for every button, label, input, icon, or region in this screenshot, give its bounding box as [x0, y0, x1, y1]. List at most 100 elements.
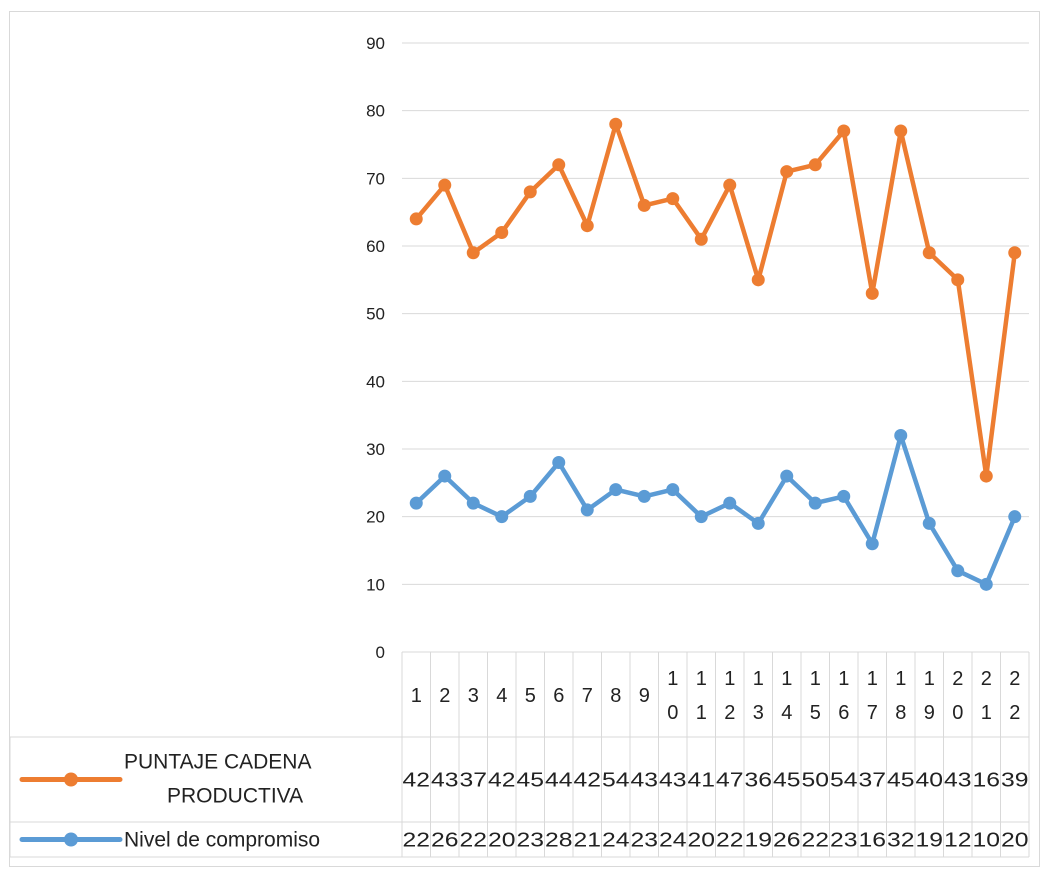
data-point: [837, 489, 851, 503]
table-value: 43: [659, 770, 687, 792]
table-value: 39: [1001, 770, 1029, 792]
data-point: [894, 124, 908, 138]
table-value: 21: [574, 830, 602, 852]
data-point: [495, 510, 509, 524]
series-line: [414, 121, 1018, 479]
x-category-label: 1: [411, 685, 422, 707]
data-point: [666, 483, 680, 497]
data-point: [523, 489, 537, 503]
table-value: 19: [745, 830, 773, 852]
table-value: 47: [716, 770, 744, 792]
data-point: [951, 564, 965, 578]
table-value: 24: [659, 830, 687, 852]
series-line: [414, 433, 1018, 587]
table-value: 45: [887, 770, 915, 792]
table-value: 22: [716, 830, 744, 852]
y-tick-label: 30: [366, 440, 385, 459]
data-point: [780, 469, 794, 483]
table-value: 43: [944, 770, 972, 792]
table-value: 50: [802, 770, 830, 792]
x-category-label: 4: [496, 685, 507, 707]
y-tick-label: 0: [376, 643, 385, 662]
table-value: 22: [802, 830, 830, 852]
table-value: 45: [517, 770, 545, 792]
data-point: [808, 158, 822, 172]
table-value: 12: [944, 830, 972, 852]
data-point: [580, 503, 594, 517]
data-point: [580, 219, 594, 233]
table-value: 20: [488, 830, 516, 852]
data-point: [979, 577, 993, 591]
table-value: 16: [859, 830, 887, 852]
table-value: 22: [403, 830, 431, 852]
x-category-label: 9: [639, 685, 650, 707]
table-value: 26: [773, 830, 801, 852]
table-value: 16: [973, 770, 1001, 792]
x-category-label: 8: [610, 685, 621, 707]
table-value: 37: [460, 770, 488, 792]
data-point: [979, 469, 993, 483]
data-point: [951, 273, 965, 287]
x-category-label: 5: [525, 685, 536, 707]
y-tick-label: 40: [366, 372, 385, 391]
table-value: 42: [488, 770, 516, 792]
legend-key-marker: [64, 832, 78, 847]
table-value: 36: [745, 770, 773, 792]
y-tick-label: 70: [366, 169, 385, 188]
data-point: [922, 246, 936, 260]
table-value: 42: [403, 770, 431, 792]
data-point: [894, 428, 908, 442]
x-category-label: 3: [468, 685, 479, 707]
table-value: 42: [574, 770, 602, 792]
table-value: 41: [688, 770, 716, 792]
y-tick-label: 60: [366, 237, 385, 256]
table-value: 23: [631, 830, 659, 852]
data-point: [751, 273, 765, 287]
legend-label: Nivel de compromiso: [124, 829, 320, 852]
x-category-label: 6: [553, 685, 564, 707]
table-value: 32: [887, 830, 915, 852]
y-tick-label: 10: [366, 575, 385, 594]
data-point: [409, 212, 423, 226]
table-value: 20: [688, 830, 716, 852]
legend-key-marker: [64, 772, 78, 787]
data-point: [922, 516, 936, 530]
table-value: 40: [916, 770, 944, 792]
table-value: 23: [830, 830, 858, 852]
table-value: 19: [916, 830, 944, 852]
table-value: 10: [973, 830, 1001, 852]
table-value: 23: [517, 830, 545, 852]
data-point: [409, 496, 423, 510]
data-point: [609, 117, 623, 131]
table-value: 22: [460, 830, 488, 852]
data-point: [609, 483, 623, 497]
data-point: [637, 489, 651, 503]
data-point: [780, 165, 794, 179]
table-value: 43: [431, 770, 459, 792]
data-point: [552, 158, 566, 172]
table-value: 24: [602, 830, 630, 852]
table-value: 43: [631, 770, 659, 792]
data-point: [1008, 246, 1022, 260]
x-category-label: 2: [439, 685, 450, 707]
y-tick-label: 20: [366, 508, 385, 527]
table-value: 26: [431, 830, 459, 852]
data-point: [694, 510, 708, 524]
y-tick-label: 80: [366, 102, 385, 121]
table-value: 54: [602, 770, 630, 792]
legend-label: PUNTAJE CADENA PRODUCTIVA: [124, 751, 311, 808]
data-point: [751, 516, 765, 530]
y-tick-label: 50: [366, 305, 385, 324]
data-point: [438, 178, 452, 192]
